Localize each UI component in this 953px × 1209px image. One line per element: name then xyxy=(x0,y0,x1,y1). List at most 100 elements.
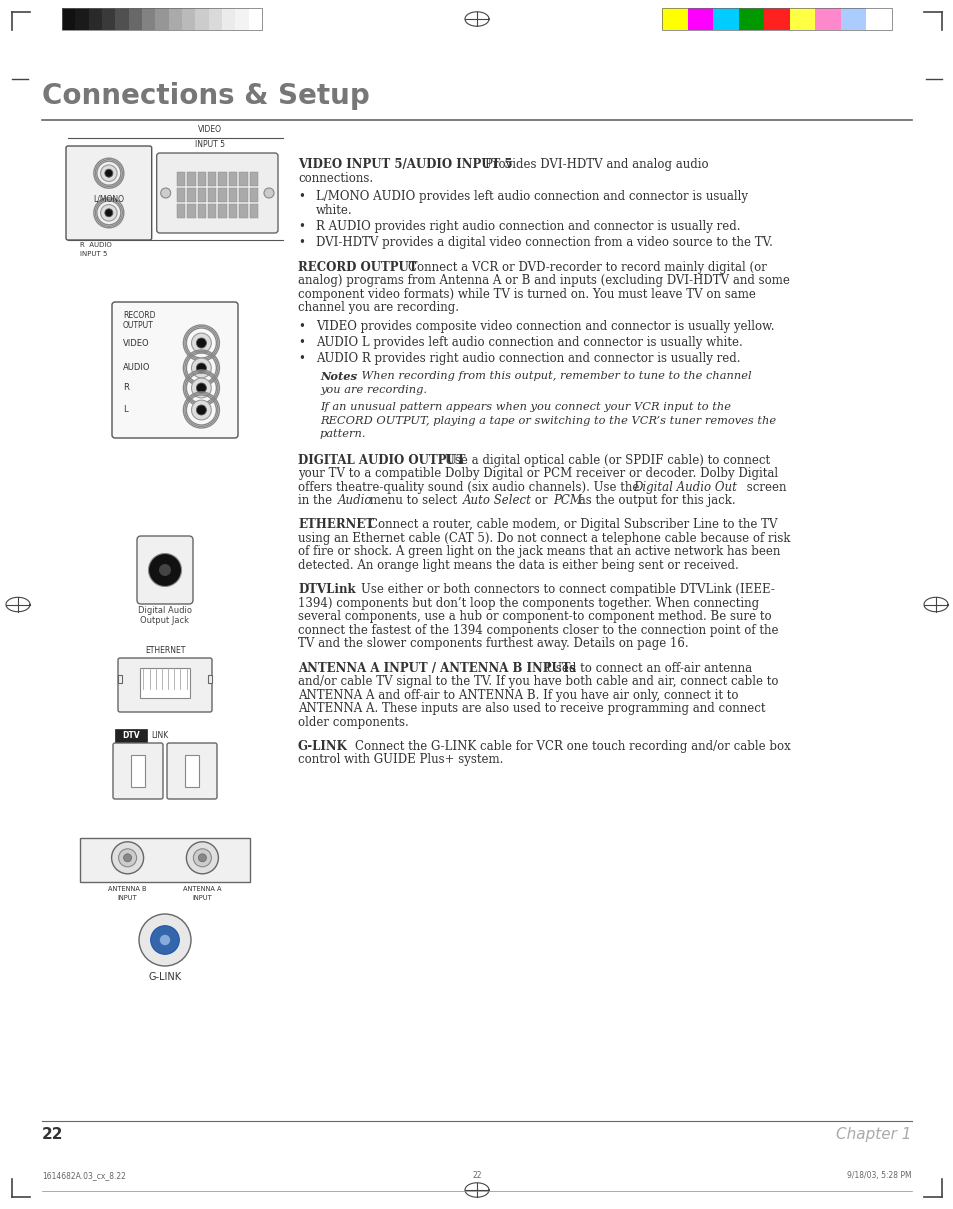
Bar xyxy=(129,8,142,30)
Circle shape xyxy=(192,358,211,378)
Bar xyxy=(250,187,257,202)
Bar xyxy=(169,8,182,30)
Text: component video formats) while TV is turned on. You must leave TV on same: component video formats) while TV is tur… xyxy=(297,288,755,301)
Text: L/MONO: L/MONO xyxy=(93,195,124,204)
Text: Use either or both connectors to connect compatible DTVLink (IEEE-: Use either or both connectors to connect… xyxy=(346,583,774,596)
Text: offers theatre-quality sound (six audio channels). Use the: offers theatre-quality sound (six audio … xyxy=(297,481,642,493)
Bar xyxy=(182,8,195,30)
Text: •: • xyxy=(297,220,305,233)
Text: older components.: older components. xyxy=(297,716,408,729)
Text: in the: in the xyxy=(297,494,335,507)
Text: INPUT: INPUT xyxy=(193,895,213,901)
Text: Connect a router, cable modem, or Digital Subscriber Line to the TV: Connect a router, cable modem, or Digita… xyxy=(354,519,777,532)
Text: Connections & Setup: Connections & Setup xyxy=(42,82,370,110)
Bar xyxy=(89,8,102,30)
Bar xyxy=(131,756,145,787)
Bar xyxy=(142,8,155,30)
Bar xyxy=(229,204,237,218)
Bar xyxy=(118,675,122,683)
Text: DIGITAL AUDIO OUTPUT: DIGITAL AUDIO OUTPUT xyxy=(297,453,465,467)
Text: pattern.: pattern. xyxy=(319,429,366,439)
Text: VIDEO: VIDEO xyxy=(123,339,150,347)
Text: RECORD OUTPUT, playing a tape or switching to the VCR’s tuner removes the: RECORD OUTPUT, playing a tape or switchi… xyxy=(319,416,776,426)
Bar xyxy=(197,204,206,218)
Text: AUDIO L provides left audio connection and connector is usually white.: AUDIO L provides left audio connection a… xyxy=(315,336,742,349)
Circle shape xyxy=(124,854,132,862)
FancyBboxPatch shape xyxy=(156,154,277,233)
Text: L: L xyxy=(123,405,128,415)
Text: 22: 22 xyxy=(42,1127,64,1143)
Circle shape xyxy=(139,914,191,966)
Circle shape xyxy=(105,209,112,216)
Bar xyxy=(102,8,115,30)
Bar xyxy=(229,172,237,186)
Bar xyxy=(208,675,212,683)
Bar xyxy=(249,8,262,30)
Text: Digital Audio: Digital Audio xyxy=(138,606,192,615)
Bar xyxy=(155,8,169,30)
Text: G-LINK: G-LINK xyxy=(149,972,181,982)
Text: Used to connect an off-air antenna: Used to connect an off-air antenna xyxy=(531,661,751,675)
Text: Digital Audio Out: Digital Audio Out xyxy=(633,481,736,493)
Text: menu to select: menu to select xyxy=(366,494,460,507)
Text: white.: white. xyxy=(315,204,353,216)
Text: ETHERNET: ETHERNET xyxy=(297,519,374,532)
Bar xyxy=(218,204,227,218)
Circle shape xyxy=(186,841,218,874)
Bar xyxy=(763,8,789,30)
Bar xyxy=(235,8,249,30)
FancyBboxPatch shape xyxy=(167,744,216,799)
Bar xyxy=(208,172,216,186)
Text: •: • xyxy=(297,236,305,249)
Text: VIDEO: VIDEO xyxy=(197,125,221,134)
Text: AUDIO: AUDIO xyxy=(123,364,151,372)
Text: L/MONO AUDIO provides left audio connection and connector is usually: L/MONO AUDIO provides left audio connect… xyxy=(315,190,747,203)
Text: ANTENNA A. These inputs are also used to receive programming and connect: ANTENNA A. These inputs are also used to… xyxy=(297,702,764,715)
Circle shape xyxy=(100,164,117,181)
Text: several components, use a hub or component-to component method. Be sure to: several components, use a hub or compone… xyxy=(297,611,771,624)
Circle shape xyxy=(198,854,206,862)
Text: connect the fastest of the 1394 components closer to the connection point of the: connect the fastest of the 1394 componen… xyxy=(297,624,778,637)
Bar xyxy=(187,187,195,202)
FancyBboxPatch shape xyxy=(118,658,212,712)
Circle shape xyxy=(105,169,112,178)
Text: control with GUIDE Plus+ system.: control with GUIDE Plus+ system. xyxy=(297,753,503,767)
Bar xyxy=(140,667,190,698)
Text: Audio: Audio xyxy=(337,494,372,507)
Circle shape xyxy=(196,339,206,348)
Circle shape xyxy=(160,189,171,198)
Circle shape xyxy=(192,378,211,398)
Text: Provides DVI-HDTV and analog audio: Provides DVI-HDTV and analog audio xyxy=(470,158,708,170)
Text: RECORD: RECORD xyxy=(123,311,155,319)
Bar xyxy=(815,8,841,30)
Text: Notes: Notes xyxy=(319,371,356,382)
Circle shape xyxy=(160,935,170,945)
Bar xyxy=(209,8,222,30)
Text: RECORD OUTPUT: RECORD OUTPUT xyxy=(297,261,417,273)
Text: detected. An orange light means the data is either being sent or received.: detected. An orange light means the data… xyxy=(297,559,738,572)
Text: G-LINK: G-LINK xyxy=(297,740,348,753)
Bar xyxy=(195,8,209,30)
Text: INPUT 5: INPUT 5 xyxy=(194,140,225,149)
Bar xyxy=(208,187,216,202)
Bar xyxy=(185,756,198,787)
Bar xyxy=(250,204,257,218)
Text: Connect the G-LINK cable for VCR one touch recording and/or cable box: Connect the G-LINK cable for VCR one tou… xyxy=(339,740,790,753)
Text: DTV: DTV xyxy=(122,731,140,740)
Text: 9/18/03, 5:28 PM: 9/18/03, 5:28 PM xyxy=(846,1172,911,1180)
Bar xyxy=(176,172,185,186)
Bar xyxy=(218,172,227,186)
Bar xyxy=(80,838,250,883)
Text: •: • xyxy=(297,352,305,365)
Text: as the output for this jack.: as the output for this jack. xyxy=(575,494,735,507)
Bar xyxy=(187,172,195,186)
Text: VIDEO provides composite video connection and connector is usually yellow.: VIDEO provides composite video connectio… xyxy=(315,320,774,332)
Circle shape xyxy=(192,400,211,420)
Text: •: • xyxy=(297,190,305,203)
Bar xyxy=(115,729,147,744)
Circle shape xyxy=(149,554,181,586)
Text: DVI-HDTV provides a digital video connection from a video source to the TV.: DVI-HDTV provides a digital video connec… xyxy=(315,236,772,249)
Bar xyxy=(222,8,235,30)
Circle shape xyxy=(264,189,274,198)
Bar xyxy=(197,187,206,202)
